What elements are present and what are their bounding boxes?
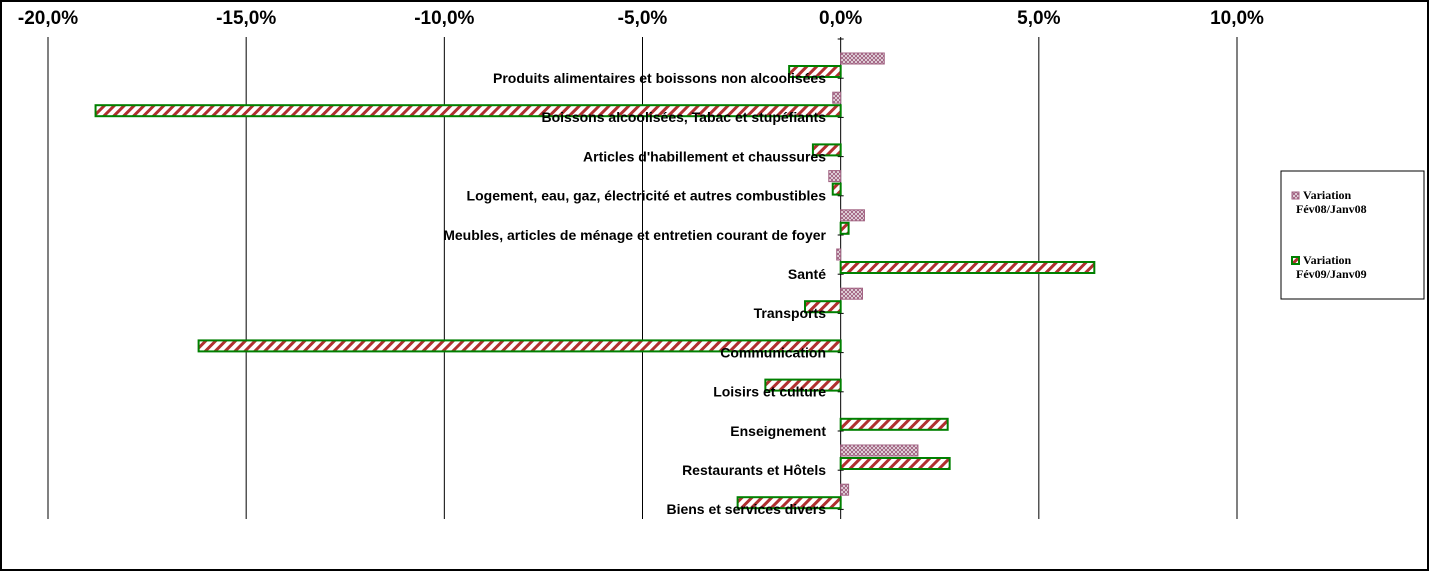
- bar-feb09-5: [839, 261, 1096, 274]
- bar-feb08-10: [840, 444, 919, 457]
- legend-label-feb08-line2: Fév08/Janv08: [1296, 202, 1367, 216]
- bar-feb09-1: [94, 104, 842, 118]
- category-label-10: Restaurants et Hôtels: [682, 462, 826, 478]
- legend-label-feb08-line1: Variation: [1303, 188, 1352, 202]
- grid-layer: [47, 37, 1238, 519]
- bar-feb09-10: [839, 457, 951, 470]
- category-label-6: Transports: [754, 305, 827, 321]
- bar-feb08-4: [840, 209, 865, 222]
- x-tick-label-5: 5,0%: [1017, 8, 1060, 29]
- category-label-1: Boissons alcoolisées, Tabac et stupéfian…: [542, 109, 827, 125]
- legend: Variation Fév08/Janv08 Variation Fév09/J…: [1280, 170, 1425, 300]
- bar-layer: [94, 52, 1096, 510]
- tick-label-layer: -20,0% -15,0% -10,0% -5,0% 0,0% 5,0% 10,0%: [18, 8, 1264, 29]
- bar-feb08-1: [832, 91, 842, 104]
- category-label-4: Meubles, articles de ménage et entretien…: [443, 227, 826, 243]
- category-label-0: Produits alimentaires et boissons non al…: [493, 70, 826, 86]
- legend-box: [1280, 170, 1425, 300]
- category-label-11: Biens et services divers: [666, 501, 826, 517]
- category-label-5: Santé: [788, 266, 826, 282]
- x-tick-label-6: 10,0%: [1210, 8, 1264, 29]
- bar-feb09-7: [197, 339, 842, 353]
- x-tick-label-0: -20,0%: [18, 8, 78, 29]
- x-tick-label-2: -10,0%: [414, 8, 474, 29]
- legend-swatch-feb08: [1291, 191, 1300, 200]
- category-label-layer: Produits alimentaires et boissons non al…: [443, 70, 826, 517]
- category-label-8: Loisirs et culture: [713, 384, 826, 400]
- category-label-2: Articles d'habillement et chaussures: [583, 148, 826, 164]
- bar-feb09-3: [831, 182, 842, 196]
- bar-feb08-6: [840, 287, 863, 300]
- x-tick-label-1: -15,0%: [216, 8, 276, 29]
- bar-feb08-11: [840, 483, 850, 496]
- bar-feb09-6: [803, 300, 842, 314]
- bar-feb09-11: [736, 496, 842, 510]
- category-label-9: Enseignement: [730, 423, 826, 439]
- bar-feb09-0: [788, 65, 842, 78]
- bar-feb09-4: [839, 221, 850, 235]
- legend-swatch-feb09: [1291, 256, 1300, 265]
- legend-label-feb09-line2: Fév09/Janv09: [1296, 267, 1367, 281]
- bar-feb08-0: [840, 52, 885, 65]
- bar-feb08-3: [828, 170, 842, 183]
- bar-feb09-8: [764, 378, 842, 392]
- x-tick-label-3: -5,0%: [618, 8, 668, 29]
- legend-label-feb09-line1: Variation: [1303, 253, 1352, 267]
- bar-feb08-5: [836, 248, 842, 261]
- x-tick-label-4: 0,0%: [819, 8, 862, 29]
- bar-feb09-2: [811, 143, 842, 157]
- bar-feb09-9: [839, 417, 949, 431]
- category-label-7: Communication: [720, 344, 826, 360]
- category-label-3: Logement, eau, gaz, électricité et autre…: [467, 188, 827, 204]
